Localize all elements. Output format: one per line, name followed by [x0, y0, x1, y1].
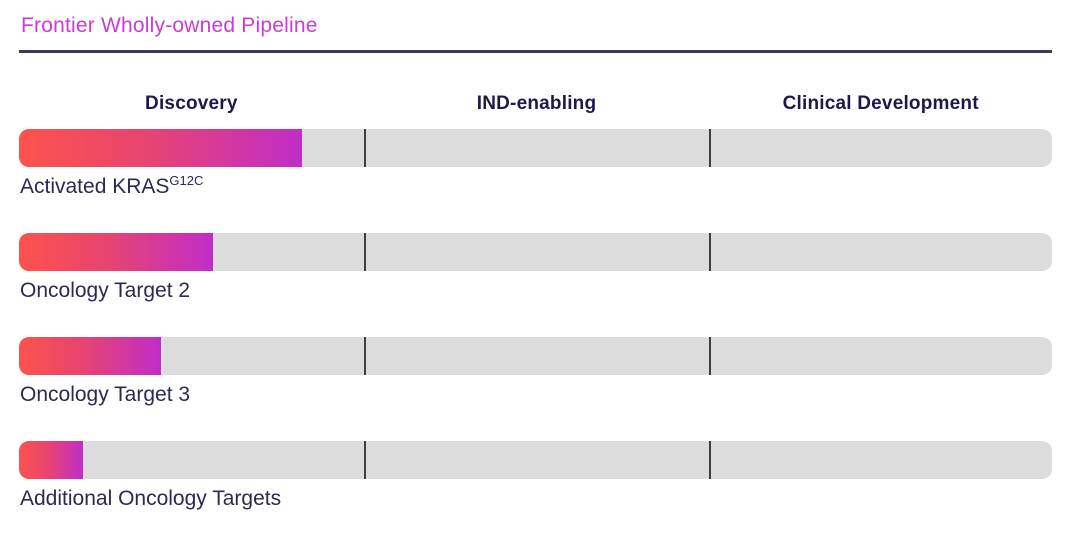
stage-divider	[363, 233, 366, 271]
row-label-text: Oncology Target 2	[20, 279, 191, 302]
progress-fill	[19, 337, 161, 375]
row-label: Oncology Target 3	[20, 382, 1052, 408]
row-label-text: Activated KRAS	[20, 175, 170, 198]
stage-header-row: Discovery IND-enabling Clinical Developm…	[19, 93, 1052, 115]
pipeline-row-oncology-target-2: Oncology Target 2	[19, 233, 1052, 304]
stage-divider	[709, 337, 712, 375]
pipeline-row-activated-kras: Activated KRASG12C	[19, 129, 1052, 200]
stage-divider	[363, 441, 366, 479]
stage-header-discovery: Discovery	[145, 93, 238, 114]
progress-track	[19, 233, 1052, 271]
stage-header-ind-enabling: IND-enabling	[476, 93, 597, 114]
stage-divider	[709, 441, 712, 479]
progress-fill	[19, 233, 214, 271]
row-label: Activated KRASG12C	[20, 174, 1052, 200]
row-label-superscript: G12C	[169, 173, 204, 188]
pipeline-row-oncology-target-3: Oncology Target 3	[19, 337, 1052, 408]
progress-track	[19, 337, 1052, 375]
row-label-text: Oncology Target 3	[20, 383, 191, 406]
pipeline-row-additional-oncology-targets: Additional Oncology Targets	[19, 441, 1052, 512]
row-label: Additional Oncology Targets	[20, 486, 1052, 512]
progress-fill	[19, 129, 303, 167]
title-underline	[19, 50, 1052, 53]
stage-divider	[709, 129, 712, 167]
page-title: Frontier Wholly-owned Pipeline	[21, 14, 318, 37]
stage-divider	[363, 337, 366, 375]
stage-header-clinical-development: Clinical Development	[782, 93, 979, 114]
row-label-text: Additional Oncology Targets	[20, 487, 282, 510]
progress-track	[19, 441, 1052, 479]
stage-divider	[709, 233, 712, 271]
stage-divider	[363, 129, 366, 167]
progress-fill	[19, 441, 84, 479]
progress-track	[19, 129, 1052, 167]
row-label: Oncology Target 2	[20, 278, 1052, 304]
